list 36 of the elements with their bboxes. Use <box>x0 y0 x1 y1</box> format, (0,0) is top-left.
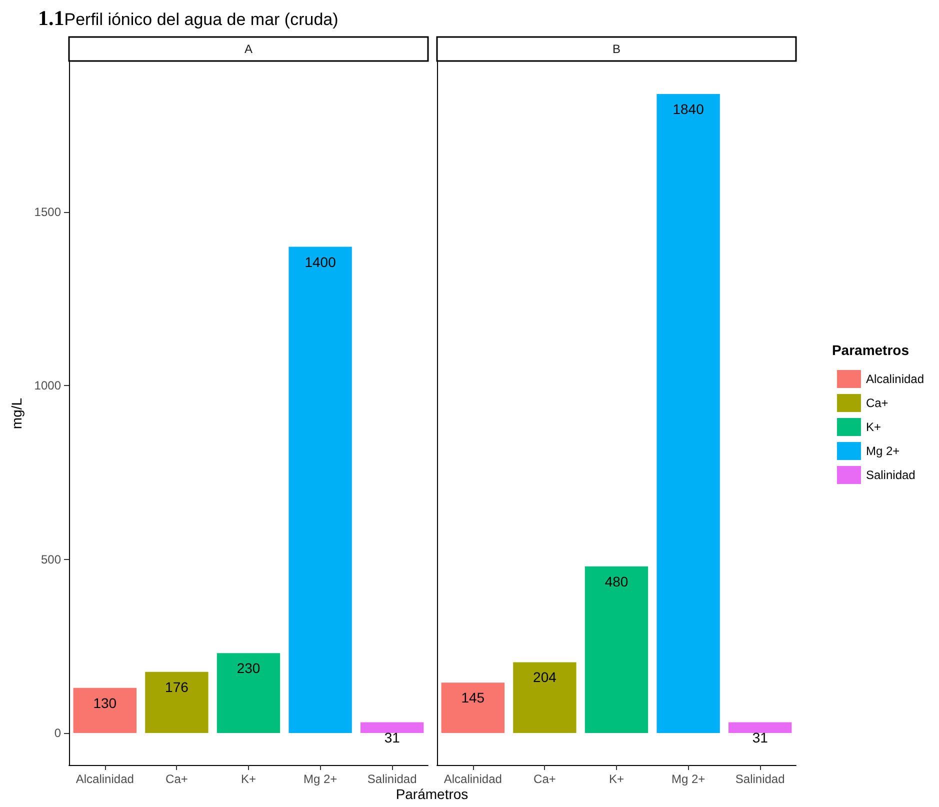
data-label: 176 <box>165 678 189 695</box>
data-label: 480 <box>604 573 628 590</box>
x-tick-label: Alcalinidad <box>76 772 134 786</box>
legend-title: Parametros <box>832 342 910 358</box>
data-label: 31 <box>752 729 768 746</box>
x-tick-label: Ca+ <box>166 772 188 786</box>
y-tick-label: 1500 <box>34 205 62 220</box>
y-tick-label: 500 <box>40 552 62 566</box>
data-label: 230 <box>236 660 260 676</box>
legend-label: Alcalinidad <box>866 372 924 386</box>
data-label: 145 <box>461 690 485 706</box>
x-tick-label: Salinidad <box>367 772 417 786</box>
data-label: 204 <box>533 669 557 686</box>
legend-label: Ca+ <box>866 396 888 410</box>
data-label: 31 <box>384 729 400 746</box>
chart-title: A <box>244 42 253 56</box>
legend-label: Mg 2+ <box>866 444 900 458</box>
legend-label: Salinidad <box>866 468 916 482</box>
x-tick-label: Mg 2+ <box>671 772 706 786</box>
x-axis-title: Parámetros <box>394 786 470 802</box>
data-label: 1400 <box>304 254 336 270</box>
x-tick-label: Salinidad <box>735 772 785 786</box>
y-tick-label: 0 <box>54 726 62 740</box>
data-label: 1840 <box>672 100 704 117</box>
chart-title: B <box>612 42 621 56</box>
y-tick-label: 1000 <box>34 378 62 393</box>
x-tick-label: K+ <box>240 772 256 786</box>
x-tick-label: Ca+ <box>534 772 556 786</box>
x-tick-label: K+ <box>608 772 624 786</box>
chart-subtitle: Perfil iónico del agua de mar (cruda) <box>64 10 338 29</box>
y-axis-title: mg/L <box>8 398 24 430</box>
data-label: 130 <box>93 694 117 711</box>
legend-label: K+ <box>866 420 881 434</box>
text: 1.1 <box>38 6 64 30</box>
x-tick-label: Mg 2+ <box>303 772 338 786</box>
x-tick-label: Alcalinidad <box>444 772 502 786</box>
